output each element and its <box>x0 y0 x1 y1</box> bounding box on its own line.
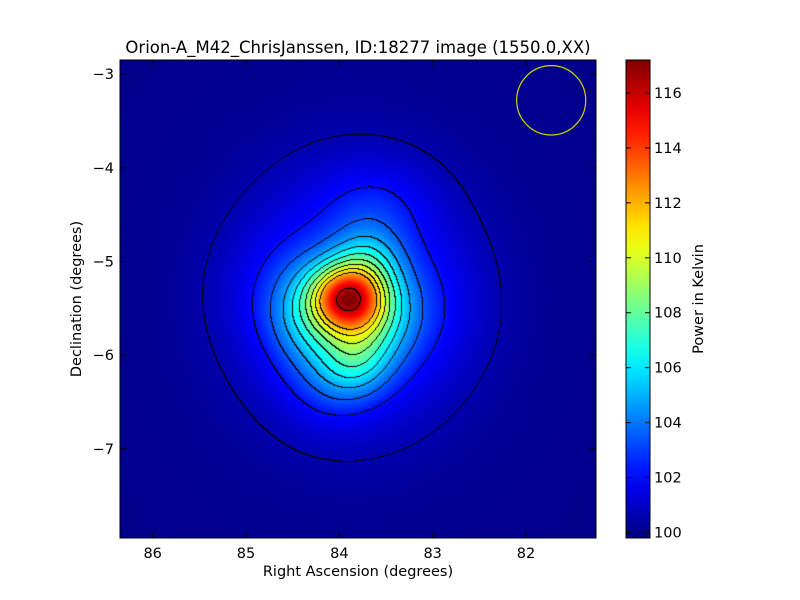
colorbar-label: Power in Kelvin <box>691 244 707 354</box>
x-axis-ticks: 86 85 84 83 82 <box>143 60 535 562</box>
beam-circle <box>516 65 587 136</box>
x-tick-label: 82 <box>517 546 535 562</box>
x-tick-label: 84 <box>330 546 348 562</box>
y-tick-label: −4 <box>93 161 114 177</box>
y-tick-label: −5 <box>93 255 114 271</box>
colorbar-tick-label: 104 <box>654 416 682 432</box>
x-tick-label: 85 <box>237 546 255 562</box>
y-axis-ticks: −3 −4 −5 −6 −7 <box>93 67 596 458</box>
colorbar-tick-label: 102 <box>654 471 682 487</box>
y-tick-label: −7 <box>93 442 114 458</box>
heatmap-image <box>120 60 596 538</box>
chart-title: Orion-A_M42_ChrisJanssen, ID:18277 image… <box>125 38 590 58</box>
colorbar-tick-label: 100 <box>654 526 682 542</box>
colorbar-tick-label: 112 <box>654 196 682 212</box>
colorbar-tick-label: 116 <box>654 86 682 102</box>
colorbar-tick-label: 114 <box>654 141 682 157</box>
colorbar-tick-label: 110 <box>654 251 682 267</box>
x-tick-label: 83 <box>423 546 441 562</box>
x-tick-label: 86 <box>143 546 161 562</box>
colorbar-tick-label: 108 <box>654 306 682 322</box>
x-axis-label: Right Ascension (degrees) <box>263 564 453 580</box>
colorbar-ticks: 100 102 104 106 108 110 112 114 116 <box>626 86 682 542</box>
colorbar <box>625 59 651 539</box>
colorbar-tick-label: 106 <box>654 361 682 377</box>
y-axis-label: Declination (degrees) <box>69 221 85 377</box>
y-tick-label: −6 <box>93 348 114 364</box>
y-tick-label: −3 <box>93 67 114 83</box>
plot-frame <box>119 59 597 539</box>
